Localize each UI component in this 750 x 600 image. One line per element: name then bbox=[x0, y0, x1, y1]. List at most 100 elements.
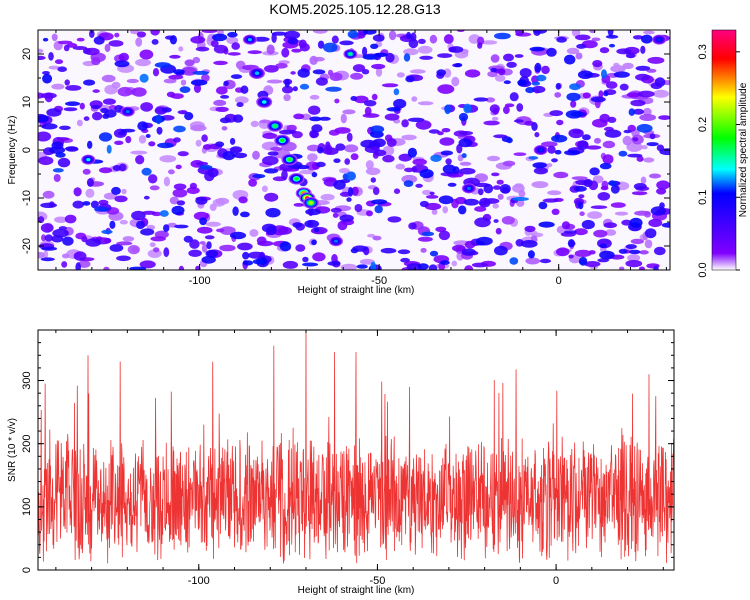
heatmap-blob bbox=[635, 65, 651, 71]
heatmap-blob bbox=[102, 113, 110, 119]
heatmap-blob bbox=[641, 145, 648, 150]
heatmap-blob bbox=[577, 140, 589, 150]
heatmap-blob bbox=[599, 113, 610, 123]
heatmap-blob bbox=[302, 256, 309, 263]
heatmap-blob bbox=[229, 231, 247, 240]
heatmap-blob bbox=[533, 167, 549, 175]
heatmap-blob bbox=[238, 196, 248, 204]
heatmap-blob bbox=[509, 257, 519, 265]
heatmap-blob bbox=[305, 208, 321, 216]
heatmap-blob bbox=[645, 228, 657, 239]
heatmap-blob bbox=[135, 37, 143, 47]
heatmap-blob bbox=[579, 256, 588, 266]
heatmap-blob bbox=[304, 219, 320, 228]
heatmap-blob bbox=[364, 106, 372, 116]
heatmap-blob bbox=[219, 244, 236, 252]
heatmap-blob bbox=[567, 239, 576, 248]
heatmap-blob bbox=[411, 96, 418, 102]
heatmap-blob bbox=[577, 70, 593, 79]
heatmap-blob bbox=[406, 31, 412, 40]
heatmap-blob bbox=[463, 198, 479, 206]
heatmap-blob bbox=[215, 106, 229, 112]
heatmap-blob bbox=[121, 188, 127, 195]
heatmap-blob bbox=[172, 188, 188, 198]
heatmap-blob bbox=[41, 246, 58, 251]
heatmap-blob bbox=[363, 30, 377, 35]
snr-panel: -100 -50 0 0 100 200 300 Height of straight li… bbox=[7, 329, 675, 596]
heatmap-blob bbox=[207, 167, 219, 178]
heatmap-x-tick-label: 0 bbox=[556, 275, 562, 287]
heatmap-blob bbox=[546, 163, 553, 168]
heatmap-blob bbox=[323, 42, 338, 53]
heatmap-blob bbox=[141, 167, 152, 176]
heatmap-blob bbox=[153, 247, 160, 253]
heatmap-blob bbox=[234, 96, 249, 104]
heatmap-blob bbox=[62, 236, 74, 246]
heatmap-blob bbox=[163, 224, 170, 233]
heatmap-blob bbox=[57, 40, 73, 45]
heatmap-blob bbox=[154, 62, 171, 68]
colorbar-bar bbox=[711, 29, 737, 271]
colorbar-tick-label: 0.1 bbox=[697, 190, 709, 205]
heatmap-blob bbox=[514, 119, 524, 123]
heatmap-blob bbox=[261, 185, 268, 193]
heatmap-blob bbox=[474, 217, 491, 228]
heatmap-blob bbox=[116, 255, 131, 262]
heatmap-blob bbox=[622, 135, 632, 146]
heatmap-blob bbox=[195, 139, 202, 147]
heatmap-blob bbox=[186, 186, 200, 195]
heatmap-blob bbox=[184, 59, 195, 67]
heatmap-blob bbox=[447, 182, 457, 187]
heatmap-blob bbox=[216, 86, 228, 95]
heatmap-blob bbox=[549, 110, 563, 117]
heatmap-blob bbox=[293, 203, 304, 207]
heatmap-blob bbox=[226, 36, 239, 45]
heatmap-blob bbox=[76, 119, 83, 127]
heatmap-blob bbox=[118, 52, 129, 62]
heatmap-blob bbox=[575, 52, 583, 60]
heatmap-blob bbox=[159, 210, 169, 217]
heatmap-blob bbox=[103, 266, 110, 270]
heatmap-blob bbox=[65, 146, 79, 152]
heatmap-blob bbox=[299, 83, 310, 90]
heatmap-blob bbox=[513, 152, 527, 156]
snr-x-tick-label: -100 bbox=[188, 575, 210, 587]
heatmap-blob bbox=[195, 161, 209, 166]
heatmap-blob bbox=[340, 263, 358, 270]
heatmap-hotspot bbox=[538, 148, 543, 152]
heatmap-blob bbox=[442, 164, 456, 174]
heatmap-blob bbox=[257, 240, 274, 247]
heatmap-blob bbox=[538, 221, 555, 228]
heatmap-blob bbox=[647, 56, 665, 64]
heatmap-blob bbox=[639, 266, 645, 270]
heatmap-blob bbox=[556, 247, 570, 257]
heatmap-blob bbox=[104, 43, 111, 53]
heatmap-blob bbox=[109, 220, 116, 229]
heatmap-blob bbox=[120, 128, 136, 133]
heatmap-blob bbox=[421, 231, 435, 237]
heatmap-blob bbox=[38, 48, 44, 54]
heatmap-blob bbox=[398, 153, 412, 162]
heatmap-blob bbox=[362, 46, 368, 57]
heatmap-blob bbox=[157, 142, 174, 149]
heatmap-blob bbox=[38, 114, 49, 123]
heatmap-blob bbox=[232, 206, 239, 216]
heatmap-x-tick-label: -50 bbox=[371, 275, 387, 287]
heatmap-blob bbox=[494, 245, 508, 256]
heatmap-blob bbox=[479, 197, 491, 208]
heatmap-blob bbox=[415, 183, 423, 188]
heatmap-blob bbox=[530, 235, 538, 243]
heatmap-blob bbox=[99, 167, 113, 174]
heatmap-blob bbox=[393, 98, 407, 109]
heatmap-blob bbox=[439, 137, 455, 146]
heatmap-y-tick-label: 20 bbox=[21, 48, 33, 60]
colorbar-label: Normalized spectral amplitude bbox=[738, 82, 749, 217]
heatmap-blob bbox=[405, 75, 415, 83]
heatmap-blob bbox=[205, 249, 219, 258]
heatmap-blob bbox=[374, 52, 388, 57]
heatmap-blob bbox=[354, 95, 369, 104]
heatmap-hotspot bbox=[657, 38, 662, 42]
heatmap-blob bbox=[125, 136, 132, 144]
heatmap-blob bbox=[605, 34, 619, 39]
heatmap-blob bbox=[53, 174, 61, 182]
